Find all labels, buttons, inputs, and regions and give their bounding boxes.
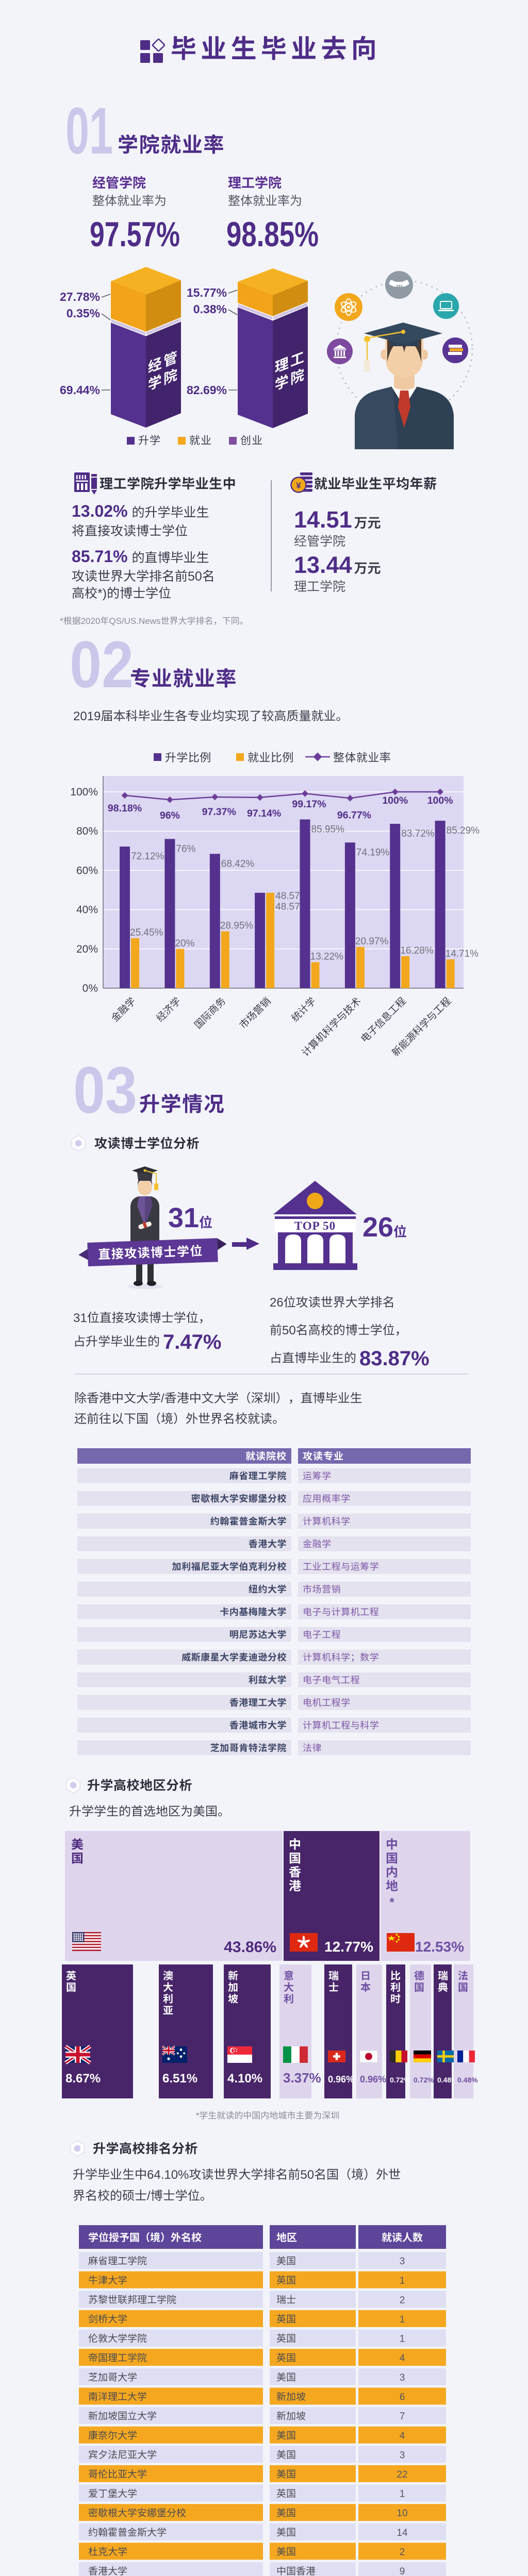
svg-text:3.37%: 3.37% xyxy=(283,2070,321,2086)
svg-text:*: * xyxy=(60,616,63,626)
svg-text:3: 3 xyxy=(400,2256,405,2267)
svg-text:TOP 50: TOP 50 xyxy=(294,1219,336,1232)
svg-text:0.72%: 0.72% xyxy=(390,2076,410,2084)
svg-text:01: 01 xyxy=(65,94,113,168)
svg-text:02: 02 xyxy=(70,628,134,702)
svg-text:9: 9 xyxy=(400,2566,405,2576)
svg-text:27.78%: 27.78% xyxy=(60,290,100,303)
svg-text:*: * xyxy=(389,1895,394,1909)
svg-text:96.77%: 96.77% xyxy=(337,809,371,821)
svg-text:40%: 40% xyxy=(76,904,98,916)
svg-text:100%: 100% xyxy=(427,795,453,806)
svg-text:15.77%: 15.77% xyxy=(187,286,227,299)
svg-text:96%: 96% xyxy=(160,810,180,821)
svg-text:60%: 60% xyxy=(76,865,98,876)
svg-text:12.77%: 12.77% xyxy=(324,1939,373,1955)
svg-text:97.57%: 97.57% xyxy=(90,215,180,254)
svg-text:69.44%: 69.44% xyxy=(60,383,100,397)
svg-text:83.72%: 83.72% xyxy=(401,828,435,839)
svg-text:1: 1 xyxy=(400,2489,405,2500)
svg-text:74.19%: 74.19% xyxy=(356,847,390,858)
svg-text:1: 1 xyxy=(400,2314,405,2325)
svg-text:3: 3 xyxy=(400,2450,405,2461)
svg-text:50: 50 xyxy=(282,1324,296,1337)
svg-text:6: 6 xyxy=(400,2392,405,2402)
svg-text:97.37%: 97.37% xyxy=(202,806,236,818)
svg-text:0.72%: 0.72% xyxy=(414,2076,434,2084)
svg-text:31: 31 xyxy=(168,1202,199,1233)
svg-text:14.51: 14.51 xyxy=(294,506,352,533)
svg-text:¥: ¥ xyxy=(296,481,301,490)
svg-text:97.14%: 97.14% xyxy=(247,808,281,819)
svg-text:4: 4 xyxy=(400,2353,405,2364)
svg-text:82.69%: 82.69% xyxy=(187,383,227,397)
svg-text:*): *) xyxy=(97,586,107,601)
svg-text:0%: 0% xyxy=(82,982,98,994)
svg-text:0.48%: 0.48% xyxy=(457,2076,478,2084)
svg-text:26: 26 xyxy=(362,1212,393,1243)
svg-text:/: / xyxy=(147,2189,151,2203)
svg-text:/: / xyxy=(161,1392,164,1405)
svg-text:0.96%: 0.96% xyxy=(328,2074,354,2084)
svg-text:80%: 80% xyxy=(76,825,98,837)
svg-text:85.95%: 85.95% xyxy=(311,824,345,835)
svg-text:13.44: 13.44 xyxy=(294,552,352,578)
svg-text:98.85%: 98.85% xyxy=(226,215,319,254)
svg-text:0.96%: 0.96% xyxy=(360,2074,386,2084)
svg-text:1: 1 xyxy=(400,2334,405,2345)
svg-text:03: 03 xyxy=(73,1054,137,1127)
svg-text:43.86%: 43.86% xyxy=(224,1939,276,1956)
svg-text:13.02%: 13.02% xyxy=(72,502,128,520)
svg-text:50: 50 xyxy=(300,2168,314,2182)
svg-text:85.29%: 85.29% xyxy=(447,825,480,836)
svg-text:QS/US.News: QS/US.News xyxy=(109,616,160,626)
svg-text:100%: 100% xyxy=(70,786,98,798)
svg-text:8.67%: 8.67% xyxy=(65,2072,101,2086)
svg-text:16.28%: 16.28% xyxy=(400,945,434,956)
svg-text:100%: 100% xyxy=(382,795,408,806)
svg-text:83.87%: 83.87% xyxy=(359,1347,430,1370)
svg-text:50: 50 xyxy=(188,569,202,584)
svg-text:12.53%: 12.53% xyxy=(415,1939,464,1955)
svg-text:13.22%: 13.22% xyxy=(310,952,344,962)
svg-text:7: 7 xyxy=(400,2411,405,2422)
svg-text:10: 10 xyxy=(397,2508,407,2519)
svg-text:7.47%: 7.47% xyxy=(163,1331,221,1353)
svg-text:76%: 76% xyxy=(176,843,195,854)
svg-text:2: 2 xyxy=(400,2547,405,2557)
svg-text:14.71%: 14.71% xyxy=(446,948,479,959)
svg-text:20%: 20% xyxy=(76,943,98,955)
svg-text:2019: 2019 xyxy=(73,709,101,723)
svg-text:2: 2 xyxy=(400,2295,405,2306)
svg-text:4.10%: 4.10% xyxy=(227,2072,262,2086)
svg-text:4: 4 xyxy=(400,2431,405,2442)
svg-text:0.48%: 0.48% xyxy=(437,2076,458,2084)
svg-text:25.45%: 25.45% xyxy=(130,927,163,938)
svg-text:20.97%: 20.97% xyxy=(355,936,389,947)
svg-text:72.12%: 72.12% xyxy=(131,851,164,862)
svg-text:3: 3 xyxy=(400,2372,405,2383)
svg-text:2020: 2020 xyxy=(81,616,101,626)
svg-text:0.35%: 0.35% xyxy=(67,307,100,320)
svg-text:0.38%: 0.38% xyxy=(193,302,227,316)
svg-text:22: 22 xyxy=(397,2469,407,2480)
svg-text:6.51%: 6.51% xyxy=(162,2072,197,2086)
svg-text:31: 31 xyxy=(73,1311,87,1325)
svg-text:*: * xyxy=(196,2111,200,2121)
svg-text:98.18%: 98.18% xyxy=(108,803,142,814)
svg-text:26: 26 xyxy=(270,1296,284,1310)
svg-text:28.95%: 28.95% xyxy=(220,921,254,931)
svg-text:68.42%: 68.42% xyxy=(221,858,255,869)
svg-text:1: 1 xyxy=(400,2276,405,2286)
svg-text:14: 14 xyxy=(397,2528,408,2538)
svg-text:20%: 20% xyxy=(175,938,194,949)
svg-text:85.71%: 85.71% xyxy=(72,547,128,566)
svg-text:64.10%: 64.10% xyxy=(147,2168,189,2182)
svg-text:99.17%: 99.17% xyxy=(292,799,326,810)
